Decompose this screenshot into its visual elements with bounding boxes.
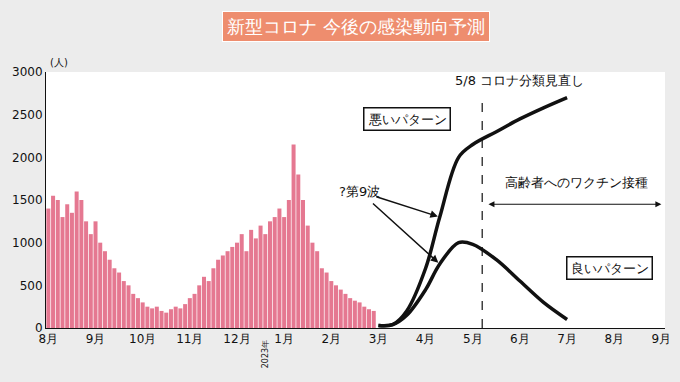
svg-text:0: 0 [35,321,43,335]
svg-text:1500: 1500 [12,193,43,207]
svg-text:4月: 4月 [416,332,436,346]
svg-text:9月: 9月 [652,332,672,346]
svg-text:8月: 8月 [39,332,59,346]
svg-text:5/8 コロナ分類見直し: 5/8 コロナ分類見直し [455,73,584,88]
svg-text:2000: 2000 [12,151,43,165]
svg-text:1月: 1月 [274,332,294,346]
svg-text:新型コロナ 今後の感染動向予測: 新型コロナ 今後の感染動向予測 [227,16,485,37]
svg-text:500: 500 [20,279,43,293]
svg-text:8月: 8月 [604,332,624,346]
svg-text:悪いパターン: 悪いパターン [368,112,447,127]
svg-text:7月: 7月 [557,332,577,346]
svg-text:(人): (人) [50,57,68,68]
svg-text:高齢者へのワクチン接種: 高齢者へのワクチン接種 [505,175,648,190]
svg-text:11月: 11月 [176,332,203,346]
svg-text:2500: 2500 [12,108,43,122]
svg-text:12月: 12月 [223,332,250,346]
svg-text:?第9波: ?第9波 [339,184,380,199]
svg-text:3月: 3月 [369,332,389,346]
svg-text:10月: 10月 [129,332,156,346]
svg-text:6月: 6月 [510,332,530,346]
svg-text:5月: 5月 [463,332,483,346]
svg-text:1000: 1000 [12,236,43,250]
svg-text:2023年: 2023年 [261,340,270,368]
svg-text:3000: 3000 [12,65,43,79]
svg-text:9月: 9月 [86,332,106,346]
svg-text:良いパターン: 良いパターン [571,261,649,276]
svg-text:2月: 2月 [321,332,341,346]
